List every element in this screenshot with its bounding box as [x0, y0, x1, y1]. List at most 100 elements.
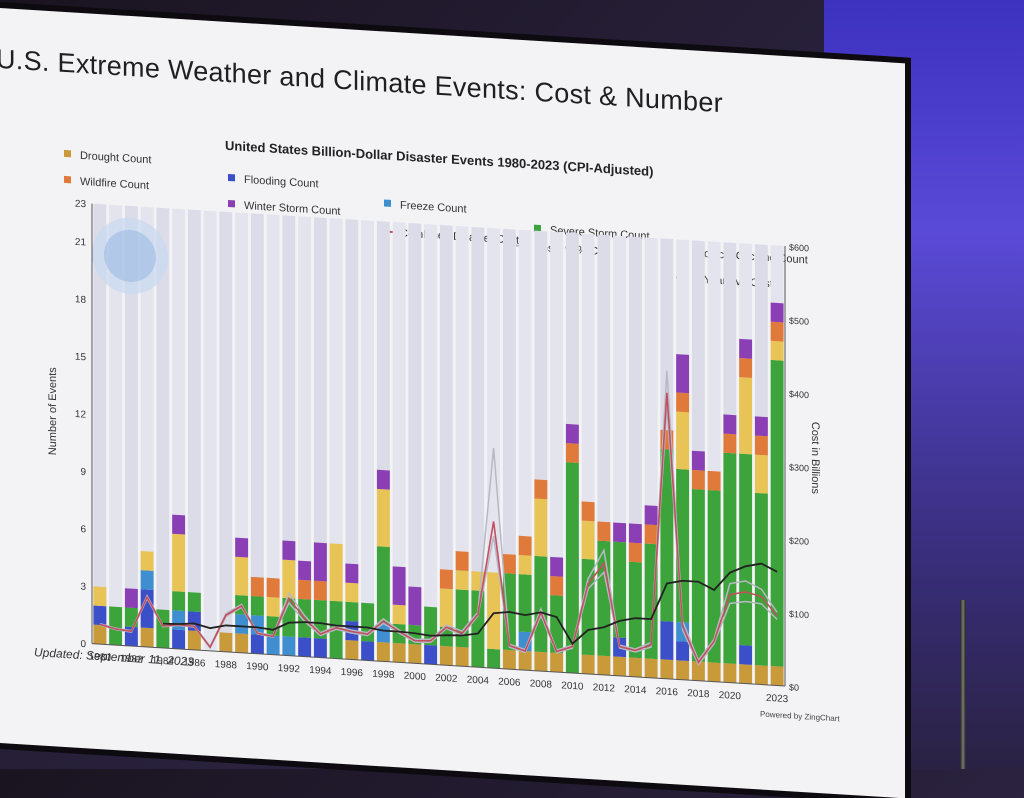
bar-segment-drought	[550, 652, 564, 673]
bar-segment-flooding	[660, 621, 674, 661]
lamp-pole	[960, 600, 966, 769]
bar-segment-severe	[518, 574, 532, 633]
bg-stripe	[439, 224, 453, 666]
bar-segment-drought	[581, 654, 595, 675]
bar-segment-tropical	[487, 572, 501, 650]
bar-segment-drought	[439, 645, 453, 666]
bar-segment-severe	[471, 590, 485, 668]
bar-segment-winter	[676, 354, 690, 394]
bar-segment-severe	[739, 453, 753, 646]
bar-segment-tropical	[266, 596, 280, 617]
bar-segment-wildfire	[518, 535, 532, 556]
bar-segment-tropical	[172, 533, 186, 592]
bar-segment-winter	[723, 414, 737, 435]
bar-segment-wildfire	[581, 501, 595, 522]
bar-segment-drought	[376, 641, 390, 662]
x-tick-label: 2004	[467, 675, 490, 687]
bar-segment-tropical	[754, 454, 768, 494]
bar-segment-winter	[282, 540, 296, 561]
x-tick-label: 1998	[372, 669, 395, 681]
bar-segment-drought	[140, 627, 154, 648]
bar-segment-winter	[408, 586, 422, 626]
bar-segment-wildfire	[628, 542, 642, 563]
ci-high-line	[99, 370, 778, 662]
bar-segment-wildfire	[439, 569, 453, 590]
x-tick-label: 1980	[89, 651, 112, 663]
bar-segment-freeze	[235, 614, 249, 635]
y-tick-label: 18	[75, 294, 87, 306]
bar-segment-severe	[723, 452, 737, 664]
bar-segment-wildfire	[707, 470, 721, 491]
bar-segment-severe	[156, 609, 170, 649]
bar-segment-winter	[754, 416, 768, 437]
bar-segment-severe	[565, 462, 579, 674]
x-tick-label: 2014	[624, 684, 647, 696]
combined-cost-line	[99, 392, 778, 665]
legend-swatch-wildfire	[64, 175, 71, 184]
legend-label-drought: Drought Count	[80, 150, 151, 166]
bar-segment-wildfire	[676, 392, 690, 413]
bar-segment-drought	[392, 642, 406, 663]
bar-segment-wildfire	[550, 575, 564, 596]
projection-screen: U.S. Extreme Weather and Climate Events:…	[0, 8, 905, 798]
bg-stripe	[424, 223, 438, 665]
bar-segment-drought	[597, 655, 611, 676]
bg-stripe	[203, 210, 217, 652]
bar-segment-tropical	[739, 377, 753, 455]
legend-label-freeze: Freeze Count	[400, 199, 467, 215]
bar-segment-drought	[93, 624, 107, 645]
bar-segment-wildfire	[250, 576, 264, 597]
x-tick-label: 2000	[404, 671, 427, 683]
y2-tick-label: $100	[789, 609, 809, 620]
bar-segment-drought	[345, 639, 359, 660]
x-tick-label: 2020	[719, 690, 742, 702]
bar-segment-severe	[754, 492, 768, 666]
bar-segment-wildfire	[723, 433, 737, 454]
bar-segment-severe	[109, 606, 123, 646]
bar-segment-drought	[707, 662, 721, 683]
bar-segment-tropical	[770, 340, 784, 361]
bar-segment-winter	[235, 537, 249, 558]
bar-segment-severe	[644, 543, 658, 660]
bar-segment-flooding	[739, 644, 753, 665]
bar-segment-wildfire	[266, 577, 280, 598]
bar-segment-severe	[707, 489, 721, 663]
bar-segment-severe	[628, 561, 642, 659]
bar-segment-severe	[550, 595, 564, 654]
avg-cost-line	[162, 562, 778, 646]
bar-segment-wildfire	[691, 469, 705, 490]
y-tick-label: 0	[80, 639, 86, 650]
disaster-chart: Drought Count Wildfire Count Flooding Coun…	[47, 150, 821, 705]
bar-segment-flooding	[298, 637, 312, 658]
x-tick-label: 1986	[183, 657, 206, 669]
bar-segment-freeze	[172, 610, 186, 631]
bar-segment-wildfire	[534, 479, 548, 500]
bar-segment-wildfire	[644, 524, 658, 545]
bar-segment-tropical	[534, 498, 548, 557]
x-tick-label: 1984	[152, 655, 175, 667]
bar-segment-winter	[565, 423, 579, 444]
bar-segment-winter	[313, 542, 327, 582]
bar-segment-severe	[691, 489, 705, 662]
bar-segment-severe	[581, 558, 595, 656]
bar-segment-winter	[770, 302, 784, 323]
bg-stripe	[361, 220, 375, 661]
bar-segment-drought	[676, 660, 690, 681]
bar-segment-freeze	[140, 570, 154, 591]
bar-segment-winter	[644, 505, 658, 526]
bar-segment-wildfire	[754, 435, 768, 456]
bar-segment-winter	[550, 556, 564, 577]
y2-tick-label: $0	[789, 682, 799, 693]
bar-segment-winter	[392, 566, 406, 606]
bar-segment-tropical	[376, 488, 390, 548]
bar-segment-winter	[172, 514, 186, 535]
bar-segment-drought	[644, 658, 658, 679]
bar-segment-freeze	[376, 622, 390, 643]
bar-segment-winter	[613, 522, 627, 543]
legend-swatch-winter	[228, 199, 235, 208]
bg-stripe	[140, 206, 154, 648]
y-tick-label: 15	[75, 352, 87, 364]
bar-segment-severe	[534, 555, 548, 653]
bar-segment-drought	[518, 650, 532, 671]
bg-stripe	[109, 204, 123, 646]
